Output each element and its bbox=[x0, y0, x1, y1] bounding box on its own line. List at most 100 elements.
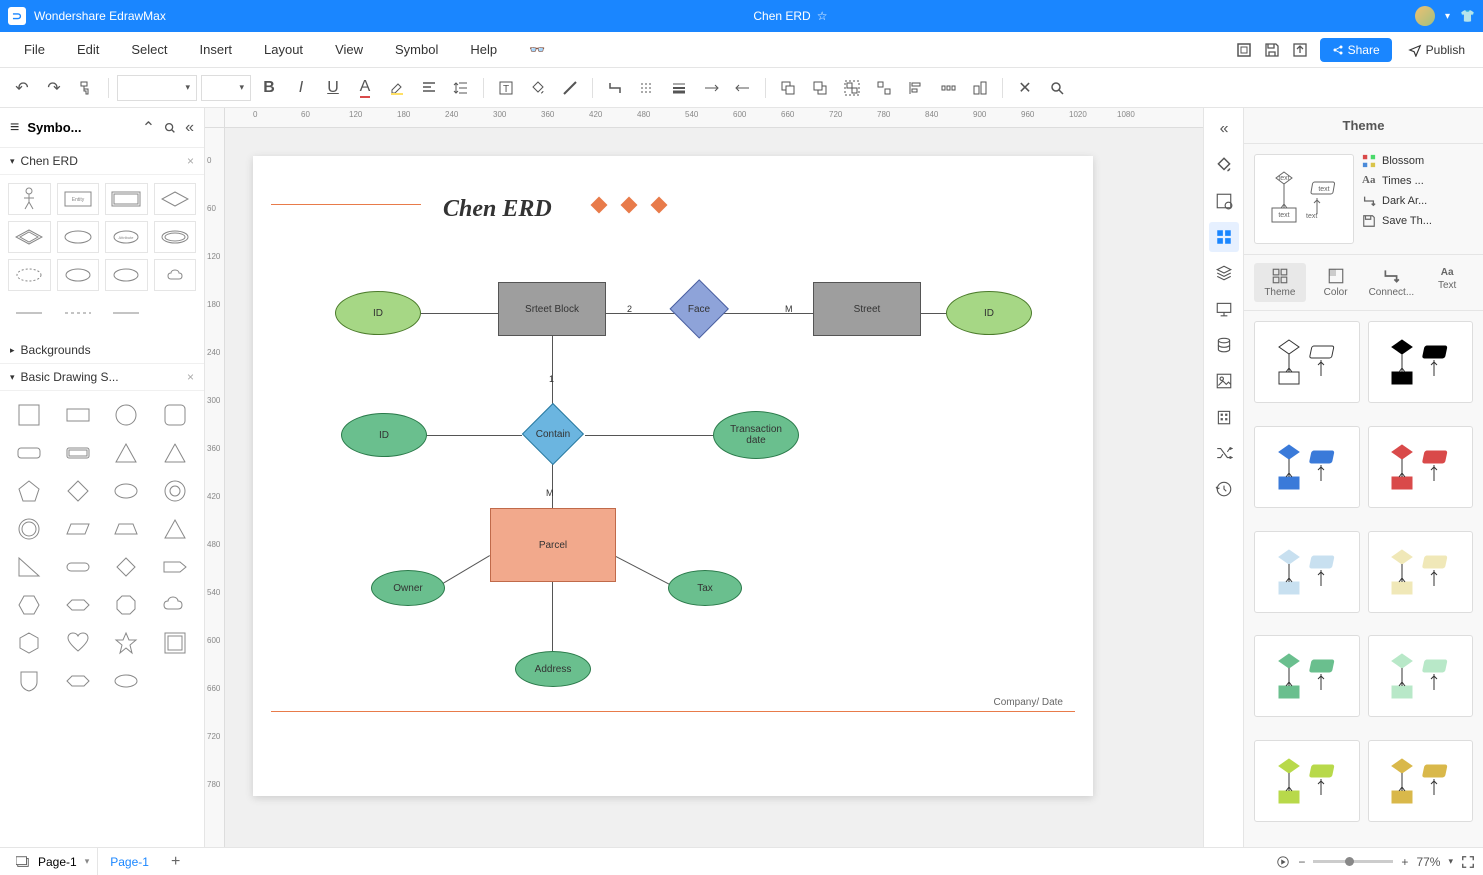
erd-edge[interactable] bbox=[921, 313, 946, 314]
erd-node-owner[interactable]: Owner bbox=[371, 570, 445, 606]
search-button[interactable] bbox=[1043, 74, 1071, 102]
shape-pill[interactable] bbox=[57, 551, 100, 583]
theme-card[interactable] bbox=[1368, 426, 1474, 508]
shape-multi-attr[interactable] bbox=[154, 221, 197, 253]
fit-screen-icon[interactable] bbox=[1230, 36, 1258, 64]
erd-edge[interactable] bbox=[606, 313, 676, 314]
chevron-down-icon[interactable]: ▾ bbox=[1445, 11, 1450, 22]
erd-node-contain[interactable]: Contain bbox=[514, 403, 592, 465]
theme-card[interactable] bbox=[1368, 635, 1474, 717]
shape-hexagon2[interactable] bbox=[57, 589, 100, 621]
shape-donut[interactable] bbox=[154, 475, 197, 507]
italic-button[interactable]: I bbox=[287, 74, 315, 102]
style-icon[interactable] bbox=[1209, 186, 1239, 216]
tab-color[interactable]: Color bbox=[1310, 263, 1362, 302]
erd-node-streetblock[interactable]: Srteet Block bbox=[498, 282, 606, 336]
theme-card[interactable] bbox=[1254, 531, 1360, 613]
shape-entity[interactable]: Entity bbox=[57, 183, 100, 215]
group-button[interactable] bbox=[838, 74, 866, 102]
shape-pentagon[interactable] bbox=[8, 475, 51, 507]
erd-node-id2[interactable]: ID bbox=[946, 291, 1032, 335]
section-backgrounds[interactable]: ▸ Backgrounds bbox=[0, 337, 204, 364]
shape-square[interactable] bbox=[8, 399, 51, 431]
settings-button[interactable]: ✕ bbox=[1011, 74, 1039, 102]
shape-arrow-pent[interactable] bbox=[154, 551, 197, 583]
erd-edge[interactable] bbox=[442, 555, 490, 584]
user-avatar[interactable] bbox=[1415, 6, 1435, 26]
collapse-icon[interactable]: « bbox=[185, 119, 194, 137]
theme-card[interactable] bbox=[1368, 321, 1474, 403]
arrow-start-button[interactable] bbox=[697, 74, 725, 102]
theme-card[interactable] bbox=[1368, 531, 1474, 613]
underline-button[interactable]: U bbox=[319, 74, 347, 102]
play-icon[interactable] bbox=[1276, 855, 1290, 869]
tab-connector[interactable]: Connect... bbox=[1366, 263, 1418, 302]
shape-shield[interactable] bbox=[8, 665, 51, 697]
arrow-end-button[interactable] bbox=[729, 74, 757, 102]
bucket-icon[interactable] bbox=[1209, 150, 1239, 180]
shape-weak-entity[interactable] bbox=[105, 183, 148, 215]
zoom-out-button[interactable]: − bbox=[1298, 855, 1305, 869]
shuffle-icon[interactable] bbox=[1209, 438, 1239, 468]
send-back-button[interactable] bbox=[806, 74, 834, 102]
shape-cloud2[interactable] bbox=[154, 589, 197, 621]
connector-button[interactable] bbox=[601, 74, 629, 102]
expand-panel-icon[interactable]: » bbox=[1209, 114, 1239, 144]
distribute-button[interactable] bbox=[934, 74, 962, 102]
shape-heart[interactable] bbox=[57, 627, 100, 659]
menu-symbol[interactable]: Symbol bbox=[379, 42, 454, 57]
building-icon[interactable] bbox=[1209, 402, 1239, 432]
section-chen-erd[interactable]: ▾ Chen ERD × bbox=[0, 148, 204, 175]
erd-edge[interactable] bbox=[552, 582, 553, 651]
shape-diamond2[interactable] bbox=[57, 475, 100, 507]
shape-ellipse-b[interactable] bbox=[105, 475, 148, 507]
redo-button[interactable]: ↷ bbox=[40, 74, 68, 102]
menu-edit[interactable]: Edit bbox=[61, 42, 115, 57]
shape-line-solid[interactable] bbox=[8, 297, 51, 329]
tab-theme[interactable]: Theme bbox=[1254, 263, 1306, 302]
shape-star[interactable] bbox=[105, 627, 148, 659]
format-painter-button[interactable] bbox=[72, 74, 100, 102]
erd-node-street[interactable]: Street bbox=[813, 282, 921, 336]
font-size-select[interactable]: ▾ bbox=[201, 75, 251, 101]
history-icon[interactable] bbox=[1209, 474, 1239, 504]
shape-rect[interactable] bbox=[57, 399, 100, 431]
shape-round-rect[interactable] bbox=[8, 437, 51, 469]
line-style-button[interactable] bbox=[633, 74, 661, 102]
shape-ellipse3[interactable] bbox=[105, 259, 148, 291]
close-section-icon[interactable]: × bbox=[187, 154, 194, 168]
text-box-button[interactable]: T bbox=[492, 74, 520, 102]
shape-triangle2[interactable] bbox=[154, 513, 197, 545]
export-icon[interactable] bbox=[1286, 36, 1314, 64]
page-selector[interactable]: Page-1 ▾ bbox=[8, 848, 98, 875]
erd-node-address[interactable]: Address bbox=[515, 651, 591, 687]
search-icon[interactable] bbox=[163, 121, 177, 135]
zoom-slider[interactable] bbox=[1313, 860, 1393, 863]
shape-ellipse2[interactable] bbox=[57, 259, 100, 291]
theme-card[interactable] bbox=[1368, 740, 1474, 822]
shape-round-rect2[interactable] bbox=[57, 437, 100, 469]
shape-derived[interactable] bbox=[8, 259, 51, 291]
shape-line3[interactable] bbox=[105, 297, 148, 329]
menu-help[interactable]: Help bbox=[454, 42, 513, 57]
erd-node-tax[interactable]: Tax bbox=[668, 570, 742, 606]
star-icon[interactable]: ☆ bbox=[817, 9, 828, 23]
shape-relationship[interactable] bbox=[154, 183, 197, 215]
erd-edge[interactable] bbox=[585, 435, 713, 436]
shape-cloud[interactable] bbox=[154, 259, 197, 291]
bold-button[interactable]: B bbox=[255, 74, 283, 102]
align-button[interactable] bbox=[415, 74, 443, 102]
shape-ellipse4[interactable] bbox=[105, 665, 148, 697]
theme-option-save[interactable]: Save Th... bbox=[1362, 214, 1473, 228]
section-basic[interactable]: ▾ Basic Drawing S... × bbox=[0, 364, 204, 391]
image-icon[interactable] bbox=[1209, 366, 1239, 396]
font-family-select[interactable]: ▾ bbox=[117, 75, 197, 101]
line-button[interactable] bbox=[556, 74, 584, 102]
font-color-button[interactable]: A bbox=[351, 74, 379, 102]
shape-attribute[interactable] bbox=[57, 221, 100, 253]
erd-node-face[interactable]: Face bbox=[669, 279, 729, 339]
theme-card[interactable] bbox=[1254, 426, 1360, 508]
menu-insert[interactable]: Insert bbox=[184, 42, 249, 57]
add-page-button[interactable]: + bbox=[161, 853, 190, 871]
undo-button[interactable]: ↶ bbox=[8, 74, 36, 102]
